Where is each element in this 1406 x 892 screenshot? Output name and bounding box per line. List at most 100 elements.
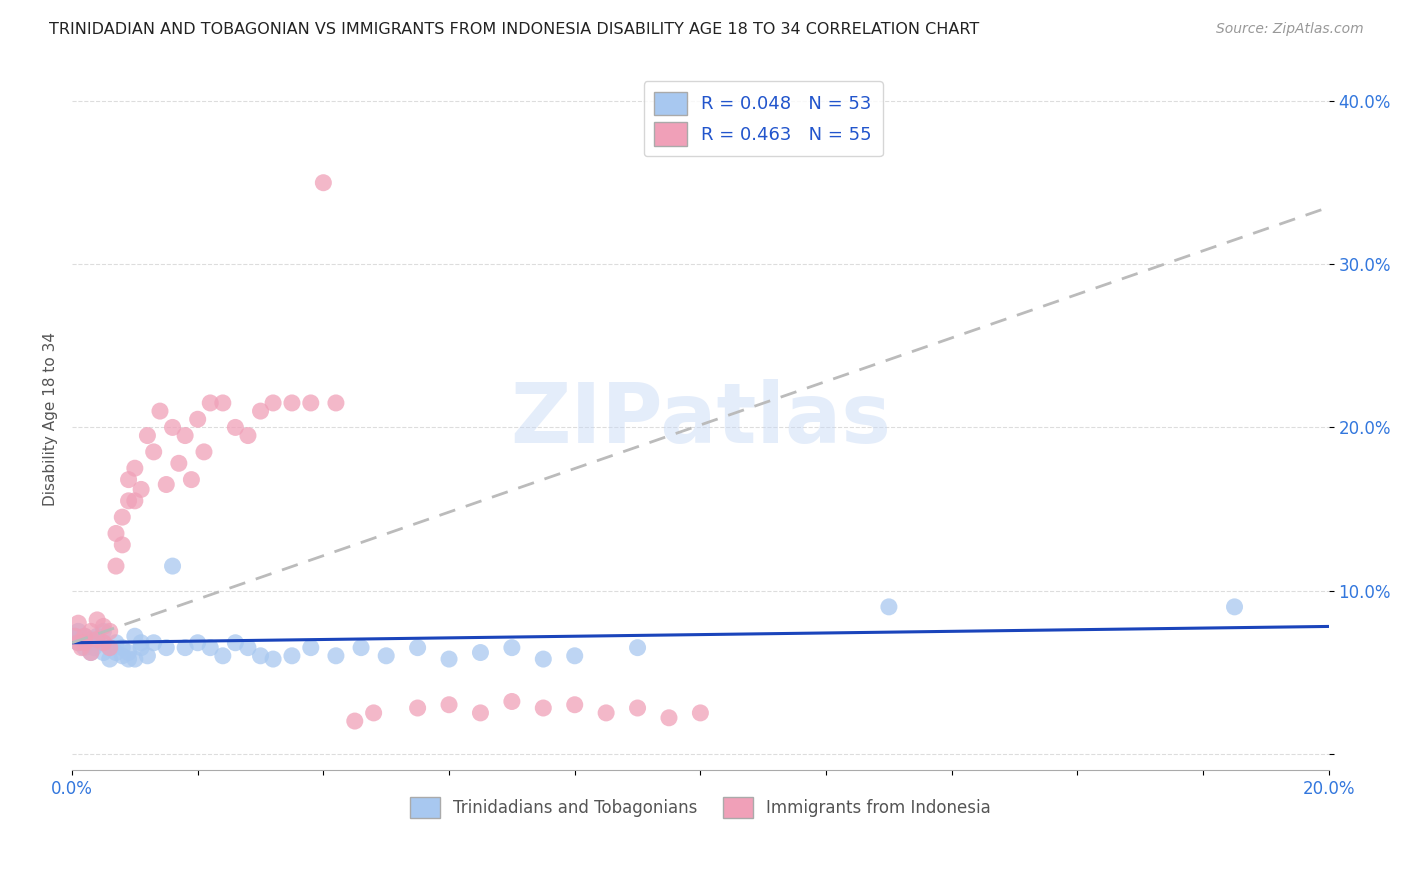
Point — [98, 624, 121, 639]
Point — [193, 445, 215, 459]
Point — [155, 477, 177, 491]
Point — [595, 706, 617, 720]
Point — [236, 428, 259, 442]
Point — [136, 648, 159, 663]
Point — [117, 652, 139, 666]
Point — [350, 640, 373, 655]
Point — [63, 629, 86, 643]
Point — [437, 698, 460, 712]
Point — [281, 648, 304, 663]
Point — [80, 624, 103, 639]
Point — [200, 396, 222, 410]
Point — [117, 646, 139, 660]
Point — [76, 636, 98, 650]
Point — [136, 428, 159, 442]
Point — [124, 652, 146, 666]
Point — [187, 412, 209, 426]
Point — [117, 493, 139, 508]
Point — [155, 640, 177, 655]
Point — [470, 646, 492, 660]
Point — [93, 624, 115, 639]
Point — [224, 420, 246, 434]
Point — [124, 629, 146, 643]
Point — [312, 176, 335, 190]
Point — [224, 636, 246, 650]
Point — [262, 652, 284, 666]
Y-axis label: Disability Age 18 to 34: Disability Age 18 to 34 — [44, 332, 58, 507]
Point — [299, 640, 322, 655]
Point — [80, 646, 103, 660]
Point — [105, 636, 128, 650]
Point — [80, 632, 103, 647]
Point — [281, 396, 304, 410]
Point — [626, 640, 648, 655]
Point — [1223, 599, 1246, 614]
Point — [142, 636, 165, 650]
Point — [262, 396, 284, 410]
Text: TRINIDADIAN AND TOBAGONIAN VS IMMIGRANTS FROM INDONESIA DISABILITY AGE 18 TO 34 : TRINIDADIAN AND TOBAGONIAN VS IMMIGRANTS… — [49, 22, 980, 37]
Point — [111, 648, 134, 663]
Point — [83, 640, 105, 655]
Point — [877, 599, 900, 614]
Point — [531, 701, 554, 715]
Point — [80, 646, 103, 660]
Point — [531, 652, 554, 666]
Point — [105, 526, 128, 541]
Point — [105, 559, 128, 574]
Legend: Trinidadians and Tobagonians, Immigrants from Indonesia: Trinidadians and Tobagonians, Immigrants… — [404, 790, 997, 825]
Point — [86, 613, 108, 627]
Point — [325, 396, 347, 410]
Text: ZIPatlas: ZIPatlas — [510, 379, 891, 459]
Point — [406, 640, 429, 655]
Point — [142, 445, 165, 459]
Point — [63, 629, 86, 643]
Point — [105, 646, 128, 660]
Point — [375, 648, 398, 663]
Point — [249, 404, 271, 418]
Point — [98, 640, 121, 655]
Point — [343, 714, 366, 728]
Point — [73, 629, 96, 643]
Point — [174, 640, 197, 655]
Point — [111, 640, 134, 655]
Point — [211, 648, 233, 663]
Point — [187, 636, 209, 650]
Point — [406, 701, 429, 715]
Point — [129, 483, 152, 497]
Point — [124, 493, 146, 508]
Point — [564, 698, 586, 712]
Point — [129, 640, 152, 655]
Text: Source: ZipAtlas.com: Source: ZipAtlas.com — [1216, 22, 1364, 37]
Point — [689, 706, 711, 720]
Point — [437, 652, 460, 666]
Point — [501, 640, 523, 655]
Point — [564, 648, 586, 663]
Point — [117, 473, 139, 487]
Point — [149, 404, 172, 418]
Point — [501, 694, 523, 708]
Point — [98, 640, 121, 655]
Point — [124, 461, 146, 475]
Point — [67, 616, 90, 631]
Point — [73, 629, 96, 643]
Point — [363, 706, 385, 720]
Point — [658, 711, 681, 725]
Point — [167, 456, 190, 470]
Point — [93, 646, 115, 660]
Point — [470, 706, 492, 720]
Point — [98, 652, 121, 666]
Point — [86, 632, 108, 647]
Point — [67, 636, 90, 650]
Point — [73, 640, 96, 655]
Point — [93, 619, 115, 633]
Point — [111, 510, 134, 524]
Point — [70, 640, 93, 655]
Point — [626, 701, 648, 715]
Point — [211, 396, 233, 410]
Point — [162, 559, 184, 574]
Point — [93, 636, 115, 650]
Point — [73, 636, 96, 650]
Point — [162, 420, 184, 434]
Point — [236, 640, 259, 655]
Point — [200, 640, 222, 655]
